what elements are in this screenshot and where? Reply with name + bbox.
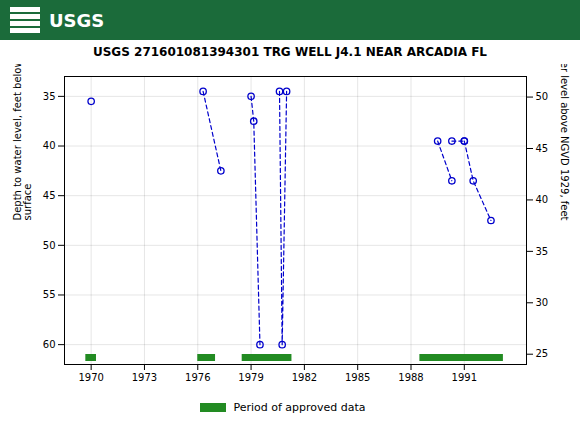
html-text:USGS 271601081394301 TRG WELL: USGS 271601081394301 TRG WELL J4.1 NEAR … xyxy=(93,45,487,59)
svg-text:50: 50 xyxy=(536,91,549,102)
svg-text:55: 55 xyxy=(43,289,56,300)
svg-text:1979: 1979 xyxy=(238,372,263,383)
svg-text:1985: 1985 xyxy=(345,372,370,383)
svg-text:1970: 1970 xyxy=(78,372,103,383)
html-text:USGS: USGS xyxy=(49,9,105,31)
svg-text:40: 40 xyxy=(536,194,549,205)
svg-text:25: 25 xyxy=(536,348,549,359)
svg-text:1988: 1988 xyxy=(398,372,423,383)
svg-text:1982: 1982 xyxy=(292,372,317,383)
svg-text:Groundwater level above NGVD 1: Groundwater level above NGVD 1929, feet xyxy=(559,64,570,221)
svg-text:1991: 1991 xyxy=(452,372,477,383)
svg-text:Depth to water level, feet bel: Depth to water level, feet below landsur… xyxy=(12,64,33,221)
svg-text:35: 35 xyxy=(536,246,549,257)
svg-text:30: 30 xyxy=(536,297,549,308)
svg-text:45: 45 xyxy=(43,190,56,201)
html-text:Period of approved data: Period of approved data xyxy=(233,400,366,414)
svg-text:1976: 1976 xyxy=(185,372,210,383)
svg-text:1973: 1973 xyxy=(132,372,157,383)
svg-text:40: 40 xyxy=(43,140,56,151)
svg-text:60: 60 xyxy=(43,339,56,350)
svg-text:45: 45 xyxy=(536,143,549,154)
svg-text:50: 50 xyxy=(43,240,56,251)
svg-text:35: 35 xyxy=(43,91,56,102)
